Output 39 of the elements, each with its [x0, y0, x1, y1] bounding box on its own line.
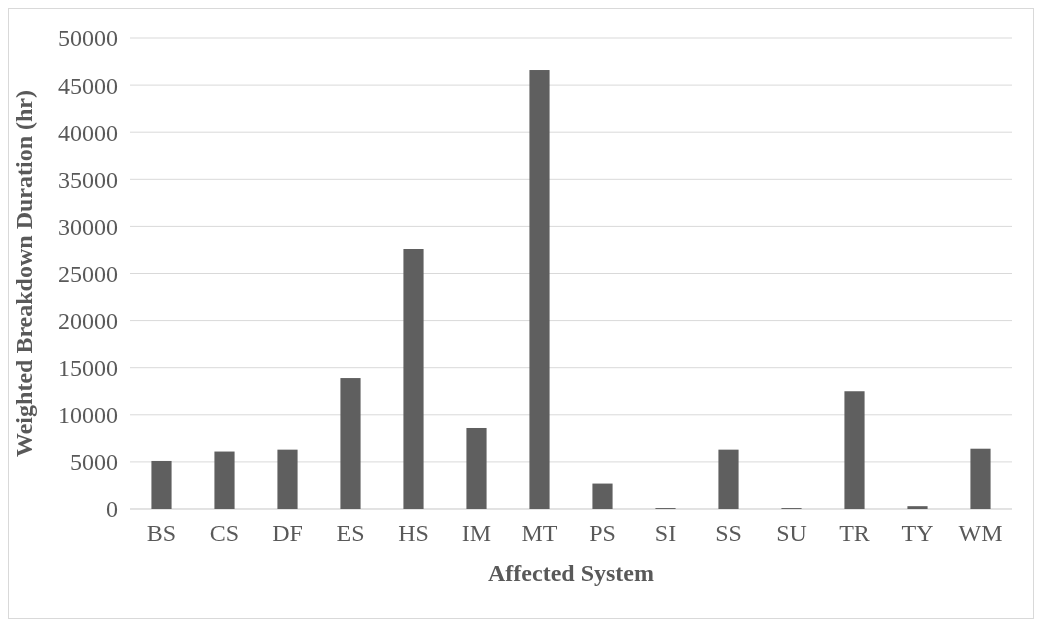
- bar: [340, 378, 361, 509]
- y-tick-label: 30000: [58, 213, 118, 240]
- x-tick-label: SS: [715, 520, 742, 546]
- bar: [718, 449, 739, 509]
- y-tick-label: 5000: [70, 449, 118, 476]
- bar: [529, 70, 550, 509]
- y-axis-title: Weighted Breakdown Duration (hr): [11, 90, 37, 457]
- x-tick-label: ES: [336, 520, 365, 546]
- y-tick-label: 50000: [58, 25, 118, 52]
- x-tick-label: SU: [776, 520, 807, 546]
- y-tick-label: 15000: [58, 355, 118, 382]
- x-tick-label: HS: [398, 520, 429, 546]
- bar: [907, 506, 928, 509]
- bar: [151, 460, 172, 509]
- bar: [403, 249, 424, 509]
- bar: [277, 449, 298, 509]
- x-tick-label: WM: [958, 520, 1003, 546]
- y-tick-label: 35000: [58, 166, 118, 193]
- y-tick-label: 0: [106, 496, 118, 523]
- x-tick-label: TY: [901, 520, 934, 546]
- x-axis-title: Affected System: [488, 560, 654, 586]
- bar: [214, 451, 235, 509]
- bar: [592, 483, 613, 509]
- x-tick-label: PS: [589, 520, 616, 546]
- y-tick-label: 40000: [58, 119, 118, 146]
- x-tick-label: SI: [654, 520, 677, 546]
- y-tick-label: 20000: [58, 308, 118, 334]
- x-tick-label: CS: [209, 520, 240, 546]
- x-tick-label: IM: [461, 520, 492, 546]
- y-tick-label: 25000: [58, 260, 118, 287]
- bar: [970, 448, 991, 509]
- x-tick-label: TR: [839, 520, 870, 546]
- x-tick-label: MT: [521, 520, 558, 546]
- y-tick-label: 10000: [58, 402, 118, 429]
- bar: [466, 427, 487, 509]
- bar: [844, 391, 865, 509]
- y-tick-label: 45000: [58, 72, 118, 99]
- x-tick-label: BS: [146, 520, 177, 546]
- x-tick-label: DF: [272, 520, 303, 546]
